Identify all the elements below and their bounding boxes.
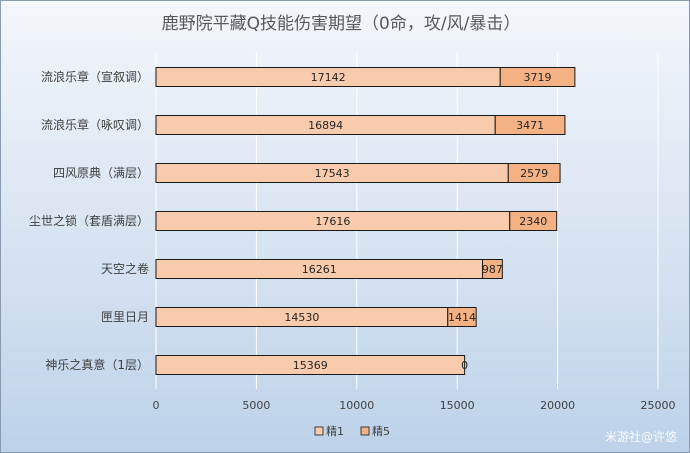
category-label-0: 流浪乐章（宣叙调）	[41, 69, 149, 84]
x-tick-label-3: 15000	[440, 399, 475, 412]
bar-r5-0	[499, 67, 576, 87]
chart-title: 鹿野院平藏Q技能伤害期望（0命，攻/风/暴击）	[162, 14, 521, 34]
bar-r1-6	[155, 355, 466, 375]
bar-r5-3	[509, 211, 558, 231]
data-label-r1-0: 17142	[311, 71, 346, 84]
legend: 精1 精5	[314, 425, 390, 438]
data-label-r5-0: 3719	[524, 71, 552, 84]
data-label-r1-3: 17616	[315, 215, 350, 228]
category-label-3: 尘世之锁（套盾满层）	[29, 213, 149, 228]
data-label-r5-3: 2340	[519, 215, 547, 228]
bars: 17142 3719 16894 3471 17543 2579 17616 2340 1626…	[155, 67, 576, 375]
x-tick-label-4: 20000	[540, 399, 575, 412]
watermark: 米游社@许悠	[605, 429, 677, 444]
category-label-2: 四风原典（满层）	[53, 166, 149, 180]
data-label-r1-1: 16894	[308, 119, 343, 132]
category-label-4: 天空之卷	[101, 261, 149, 276]
bar-r5-2	[507, 163, 561, 183]
data-label-r1-2: 17543	[315, 167, 350, 180]
data-label-r1-6: 15369	[293, 359, 328, 372]
data-label-r5-6: 0	[461, 359, 468, 372]
x-tick-label-5: 25000	[641, 399, 676, 412]
data-label-r5-1: 3471	[516, 119, 544, 132]
category-label-5: 匣里日月	[101, 310, 149, 324]
data-label-r1-5: 14530	[284, 311, 319, 324]
legend-label-1: 精5	[372, 425, 390, 438]
legend-swatch-1	[360, 426, 370, 436]
x-tick-label-2: 10000	[339, 399, 374, 412]
category-label-6: 神乐之真意（1层）	[45, 357, 149, 372]
legend-label-0: 精1	[326, 425, 344, 438]
x-tick-label-1: 5000	[242, 399, 270, 412]
x-tick-label-0: 0	[153, 399, 160, 412]
bar-r5-4	[482, 259, 503, 279]
category-labels: 流浪乐章（宣叙调） 流浪乐章（咏叹调） 四风原典（满层） 尘世之锁（套盾满层） 天空之卷…	[29, 69, 149, 372]
legend-swatch-0	[314, 426, 324, 436]
category-label-1: 流浪乐章（咏叹调）	[41, 117, 149, 132]
data-label-r1-4: 16261	[302, 263, 337, 276]
data-label-r5-2: 2579	[520, 167, 548, 180]
data-label-r5-5: 1414	[448, 311, 476, 324]
x-tick-labels: 0 5000 10000 15000 20000 25000	[153, 399, 676, 412]
bar-r5-5	[447, 307, 477, 327]
bar-r5-1	[494, 115, 566, 135]
data-label-r5-4: 987	[482, 263, 503, 276]
